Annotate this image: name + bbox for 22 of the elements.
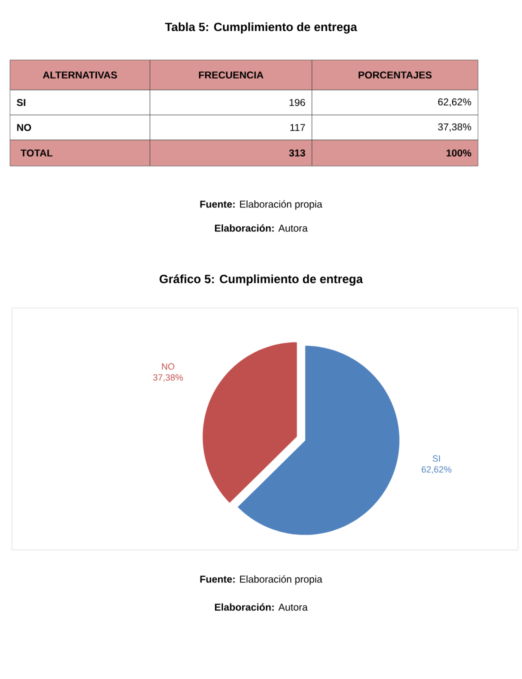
- text: 37,38%: [438, 123, 472, 132]
- text: PORCENTAJES: [358, 71, 432, 79]
- slice-label: SI: [432, 455, 440, 462]
- text: NO: [17, 124, 32, 132]
- chart-title: Gráfico 5: Cumplimiento de entrega: [160, 274, 363, 286]
- text: Fuente: Elaboración propia: [200, 200, 322, 210]
- text: Tabla 5: Cumplimiento de entrega: [165, 22, 358, 34]
- slice-label: NO: [162, 363, 174, 370]
- data-label: 37,38%: [153, 374, 183, 382]
- text: ALTERNATIVAS: [42, 71, 117, 79]
- text: 100%: [446, 149, 472, 157]
- text: FRECUENCIA: [199, 71, 264, 79]
- text: TOTAL: [20, 149, 52, 157]
- text: 117: [290, 124, 305, 131]
- text: 62,62%: [438, 98, 472, 107]
- text: Fuente: Elaboración propia: [200, 575, 322, 585]
- text: Elaboración: Autora: [214, 224, 308, 232]
- text: 196: [290, 98, 306, 106]
- text: SI: [16, 98, 26, 106]
- data-label: 62,62%: [422, 466, 452, 474]
- text: Elaboración: Autora: [214, 603, 308, 611]
- text: 313: [289, 149, 306, 157]
